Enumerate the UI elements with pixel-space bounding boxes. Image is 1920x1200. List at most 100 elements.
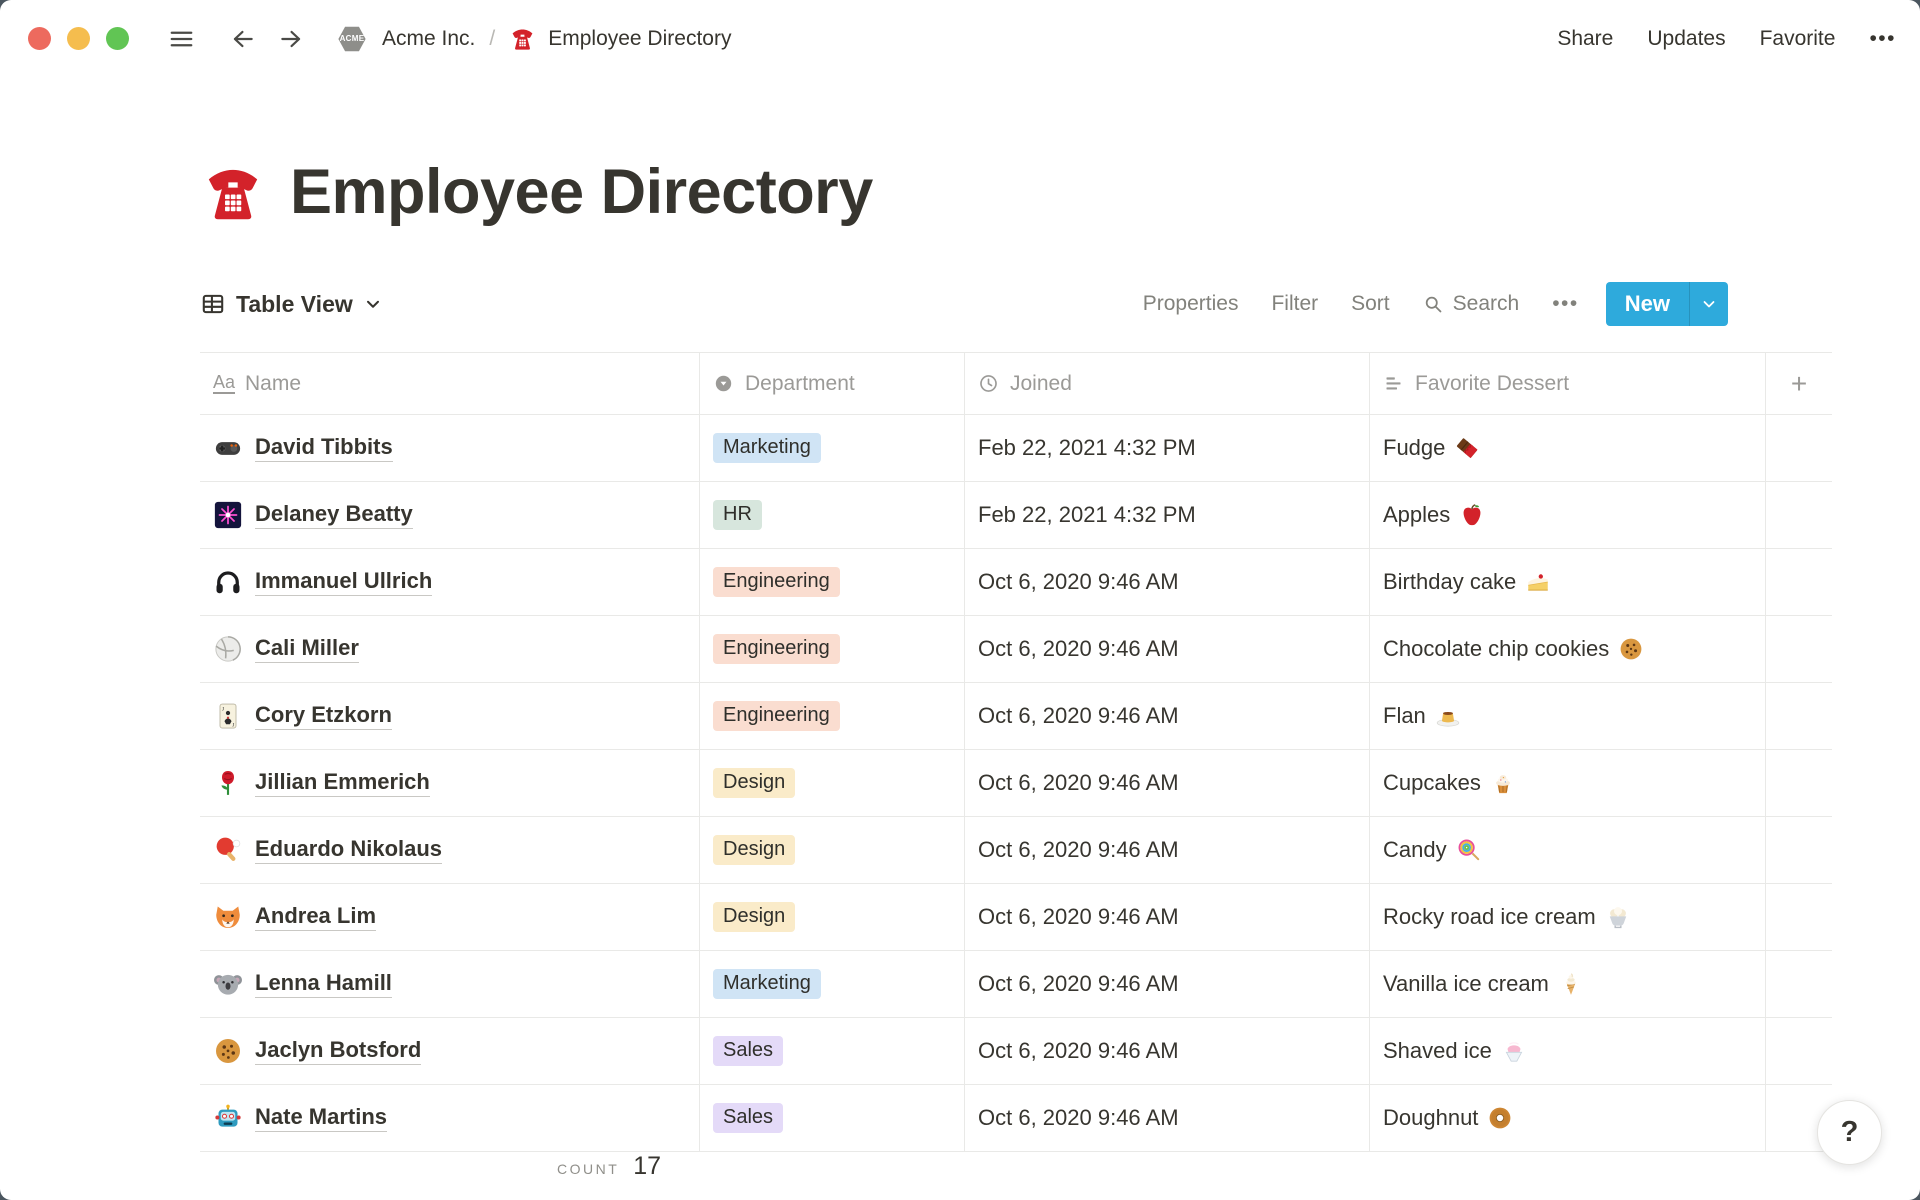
count-value[interactable]: 17: [633, 1152, 662, 1180]
department-cell[interactable]: Marketing: [700, 951, 965, 1017]
table-row: Delaney Beatty HR Feb 22, 2021 4:32 PM Appl…: [200, 482, 1832, 549]
joined-cell[interactable]: Oct 6, 2020 9:46 AM: [965, 884, 1370, 950]
share-button[interactable]: Share: [1557, 26, 1614, 50]
more-options-icon[interactable]: •••: [1869, 26, 1896, 50]
employee-page-link[interactable]: Immanuel Ullrich: [255, 568, 433, 596]
employee-page-link[interactable]: Lenna Hamill: [255, 970, 392, 998]
joined-cell[interactable]: Oct 6, 2020 9:46 AM: [965, 817, 1370, 883]
department-cell[interactable]: Engineering: [700, 616, 965, 682]
name-cell[interactable]: Jaclyn Botsford: [200, 1018, 700, 1084]
joined-cell[interactable]: Oct 6, 2020 9:46 AM: [965, 1018, 1370, 1084]
department-cell[interactable]: Design: [700, 750, 965, 816]
minimize-window-button[interactable]: [67, 27, 90, 50]
employee-page-link[interactable]: Nate Martins: [255, 1104, 388, 1132]
name-cell[interactable]: Immanuel Ullrich: [200, 549, 700, 615]
table-view-tab[interactable]: Table View: [200, 291, 383, 318]
employee-page-link[interactable]: Andrea Lim: [255, 903, 377, 931]
close-window-button[interactable]: [28, 27, 51, 50]
table-row: Andrea Lim Design Oct 6, 2020 9:46 AM Rocky…: [200, 884, 1832, 951]
joined-cell[interactable]: Feb 22, 2021 4:32 PM: [965, 415, 1370, 481]
cookie-icon: [213, 1036, 243, 1066]
table-row: Jaclyn Botsford Sales Oct 6, 2020 9:46 AM S…: [200, 1018, 1832, 1085]
column-header-label: Joined: [1010, 371, 1072, 395]
employee-page-link[interactable]: Cali Miller: [255, 635, 359, 663]
joined-cell[interactable]: Oct 6, 2020 9:46 AM: [965, 1085, 1370, 1151]
chevron-down-icon[interactable]: [1689, 282, 1728, 326]
employee-page-link[interactable]: David Tibbits: [255, 434, 393, 462]
add-column-button[interactable]: +: [1790, 367, 1808, 399]
column-header-department[interactable]: Department: [700, 353, 965, 414]
name-cell[interactable]: Cali Miller: [200, 616, 700, 682]
employee-page-link[interactable]: Delaney Beatty: [255, 501, 413, 529]
department-cell[interactable]: Design: [700, 884, 965, 950]
page-icon-telephone[interactable]: [200, 159, 266, 225]
dessert-cell[interactable]: Cupcakes: [1370, 750, 1766, 816]
view-toolbar: Table View Properties Filter Sort Search…: [200, 281, 1728, 327]
updates-button[interactable]: Updates: [1647, 26, 1726, 50]
dessert-cell[interactable]: Apples: [1370, 482, 1766, 548]
dessert-cell[interactable]: Flan: [1370, 683, 1766, 749]
name-cell[interactable]: Andrea Lim: [200, 884, 700, 950]
new-button[interactable]: New: [1605, 282, 1728, 326]
cupcake-icon: [1490, 770, 1516, 796]
table-header: Aa Name Department Joined Favorite Dessert +: [200, 352, 1832, 415]
dessert-cell[interactable]: Shaved ice: [1370, 1018, 1766, 1084]
dessert-cell[interactable]: Chocolate chip cookies: [1370, 616, 1766, 682]
joined-cell[interactable]: Oct 6, 2020 9:46 AM: [965, 549, 1370, 615]
sidebar-menu-icon[interactable]: [165, 26, 198, 52]
row-spacer-cell: [1766, 549, 1832, 615]
help-button[interactable]: ?: [1817, 1100, 1882, 1165]
favorite-button[interactable]: Favorite: [1759, 26, 1836, 50]
department-tag: Engineering: [713, 567, 840, 597]
search-button[interactable]: Search: [1423, 292, 1519, 316]
employee-page-link[interactable]: Cory Etzkorn: [255, 702, 392, 730]
employee-page-link[interactable]: Jaclyn Botsford: [255, 1037, 422, 1065]
sort-button[interactable]: Sort: [1351, 292, 1390, 315]
dessert-cell[interactable]: Birthday cake: [1370, 549, 1766, 615]
forward-icon[interactable]: [276, 26, 306, 52]
properties-button[interactable]: Properties: [1142, 292, 1239, 315]
dessert-cell[interactable]: Doughnut: [1370, 1085, 1766, 1151]
department-tag: HR: [713, 500, 762, 530]
department-cell[interactable]: Engineering: [700, 683, 965, 749]
employee-page-link[interactable]: Jillian Emmerich: [255, 769, 430, 797]
joined-cell[interactable]: Oct 6, 2020 9:46 AM: [965, 616, 1370, 682]
back-icon[interactable]: [228, 26, 258, 52]
dessert-cell[interactable]: Vanilla ice cream: [1370, 951, 1766, 1017]
column-header-favorite-dessert[interactable]: Favorite Dessert: [1370, 353, 1766, 414]
dessert-text: Candy: [1383, 837, 1447, 862]
joined-cell[interactable]: Oct 6, 2020 9:46 AM: [965, 750, 1370, 816]
breadcrumb-page[interactable]: Employee Directory: [548, 26, 732, 50]
column-header-name[interactable]: Aa Name: [200, 353, 700, 414]
joined-cell[interactable]: Oct 6, 2020 9:46 AM: [965, 683, 1370, 749]
dessert-cell[interactable]: Fudge: [1370, 415, 1766, 481]
name-cell[interactable]: Eduardo Nikolaus: [200, 817, 700, 883]
toolbar-more-icon[interactable]: •••: [1552, 292, 1579, 315]
breadcrumb-workspace[interactable]: Acme Inc.: [382, 26, 476, 50]
name-cell[interactable]: Delaney Beatty: [200, 482, 700, 548]
department-cell[interactable]: HR: [700, 482, 965, 548]
column-header-label: Department: [745, 371, 855, 395]
name-cell[interactable]: Nate Martins: [200, 1085, 700, 1151]
page-title[interactable]: Employee Directory: [290, 157, 873, 227]
fox-icon: [213, 902, 243, 932]
department-cell[interactable]: Marketing: [700, 415, 965, 481]
name-cell[interactable]: Jillian Emmerich: [200, 750, 700, 816]
joined-cell[interactable]: Oct 6, 2020 9:46 AM: [965, 951, 1370, 1017]
zoom-window-button[interactable]: [106, 27, 129, 50]
employee-page-link[interactable]: Eduardo Nikolaus: [255, 836, 443, 864]
name-cell[interactable]: Lenna Hamill: [200, 951, 700, 1017]
department-cell[interactable]: Engineering: [700, 549, 965, 615]
dessert-cell[interactable]: Rocky road ice cream: [1370, 884, 1766, 950]
name-cell[interactable]: David Tibbits: [200, 415, 700, 481]
department-cell[interactable]: Design: [700, 817, 965, 883]
column-header-joined[interactable]: Joined: [965, 353, 1370, 414]
name-cell[interactable]: J J Cory Etzkorn: [200, 683, 700, 749]
department-cell[interactable]: Sales: [700, 1085, 965, 1151]
department-cell[interactable]: Sales: [700, 1018, 965, 1084]
department-tag: Marketing: [713, 969, 821, 999]
joined-cell[interactable]: Feb 22, 2021 4:32 PM: [965, 482, 1370, 548]
dessert-cell[interactable]: Candy: [1370, 817, 1766, 883]
filter-button[interactable]: Filter: [1271, 292, 1319, 315]
